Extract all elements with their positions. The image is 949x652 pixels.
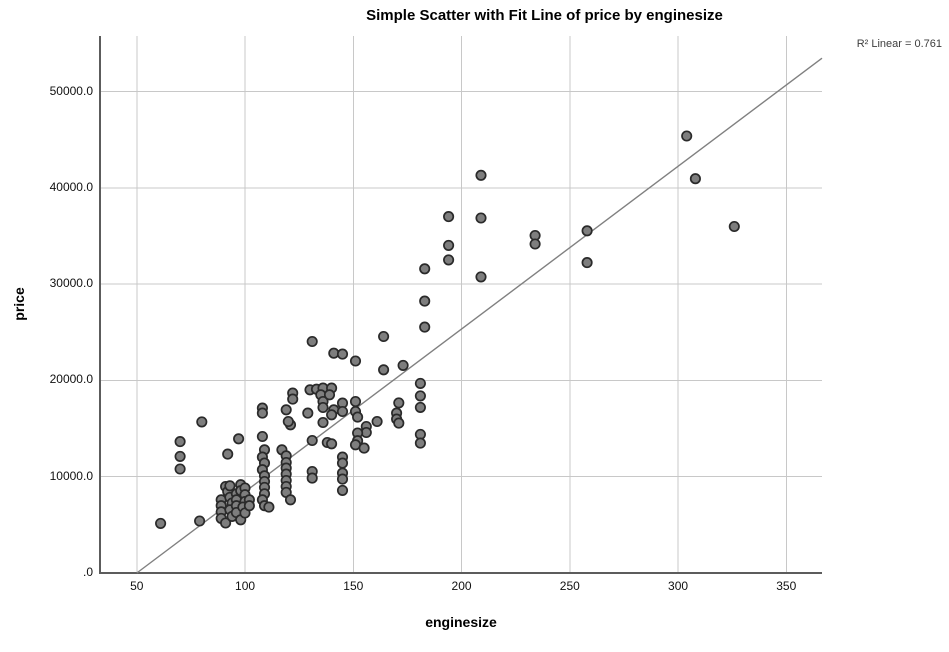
data-point [378,364,390,376]
data-point [220,517,232,529]
data-point [155,517,167,529]
data-point [174,463,186,475]
data-point [414,377,426,389]
data-point [414,437,426,449]
data-point [233,433,245,445]
data-point [263,501,275,513]
x-tick-label: 200 [451,579,472,593]
data-point [336,457,349,469]
data-point [174,436,186,448]
data-point [349,355,362,367]
data-point [280,404,292,416]
data-point [306,335,318,348]
data-point [336,473,349,485]
data-point [222,448,234,460]
data-point [728,220,740,233]
data-point [352,411,364,423]
data-point [336,405,349,418]
data-point [317,416,329,429]
data-point [689,173,701,185]
y-tick-label: 20000.0 [49,372,93,387]
x-tick-label: 100 [235,579,256,593]
data-point [475,169,487,181]
y-tick-label: .0 [82,565,93,579]
data-point [306,472,318,484]
data-point [475,271,487,283]
x-tick-label: 50 [130,579,144,593]
y-tick-label: 10000.0 [49,468,93,483]
y-tick-label: 40000.0 [49,179,93,194]
data-point [174,450,186,462]
data-point [393,417,405,429]
data-point [681,130,693,142]
x-tick-label: 250 [559,579,580,593]
data-point [475,212,487,224]
r-squared-annotation: R² Linear = 0.761 [856,38,942,50]
data-point [581,257,593,269]
data-point [326,438,338,450]
data-point [282,415,294,428]
chart-title: Simple Scatter with Fit Line of price by… [366,7,723,24]
data-point [529,238,541,250]
data-point [196,416,208,428]
data-point [326,409,338,421]
x-tick-label: 350 [776,579,797,593]
data-point [243,500,255,512]
x-axis-title: enginesize [425,614,497,630]
data-point [414,401,426,413]
data-point [336,484,349,496]
data-point [256,430,268,443]
data-point [336,348,349,360]
data-point [256,407,268,419]
data-point [414,390,426,402]
data-point [393,397,405,409]
data-point [443,211,455,223]
data-point [443,239,455,251]
data-point [581,225,593,237]
y-tick-label: 50000.0 [49,83,93,98]
data-point [306,434,318,447]
data-point [443,254,455,266]
data-point [323,389,336,401]
y-tick-label: 30000.0 [49,276,93,291]
data-point [419,321,431,333]
data-point [284,494,297,506]
data-point [349,395,362,408]
y-axis-title: price [11,287,27,321]
data-point [419,295,431,307]
data-point [287,393,299,405]
data-point [397,359,409,371]
data-point [224,480,236,492]
x-tick-label: 300 [668,579,689,593]
fit-line [136,57,823,574]
data-point [317,401,329,414]
data-point [194,515,206,527]
data-point [378,330,390,343]
data-point [302,407,314,419]
data-point [371,415,383,428]
data-point [419,263,431,275]
x-tick-label: 150 [343,579,364,593]
data-point [358,442,370,454]
